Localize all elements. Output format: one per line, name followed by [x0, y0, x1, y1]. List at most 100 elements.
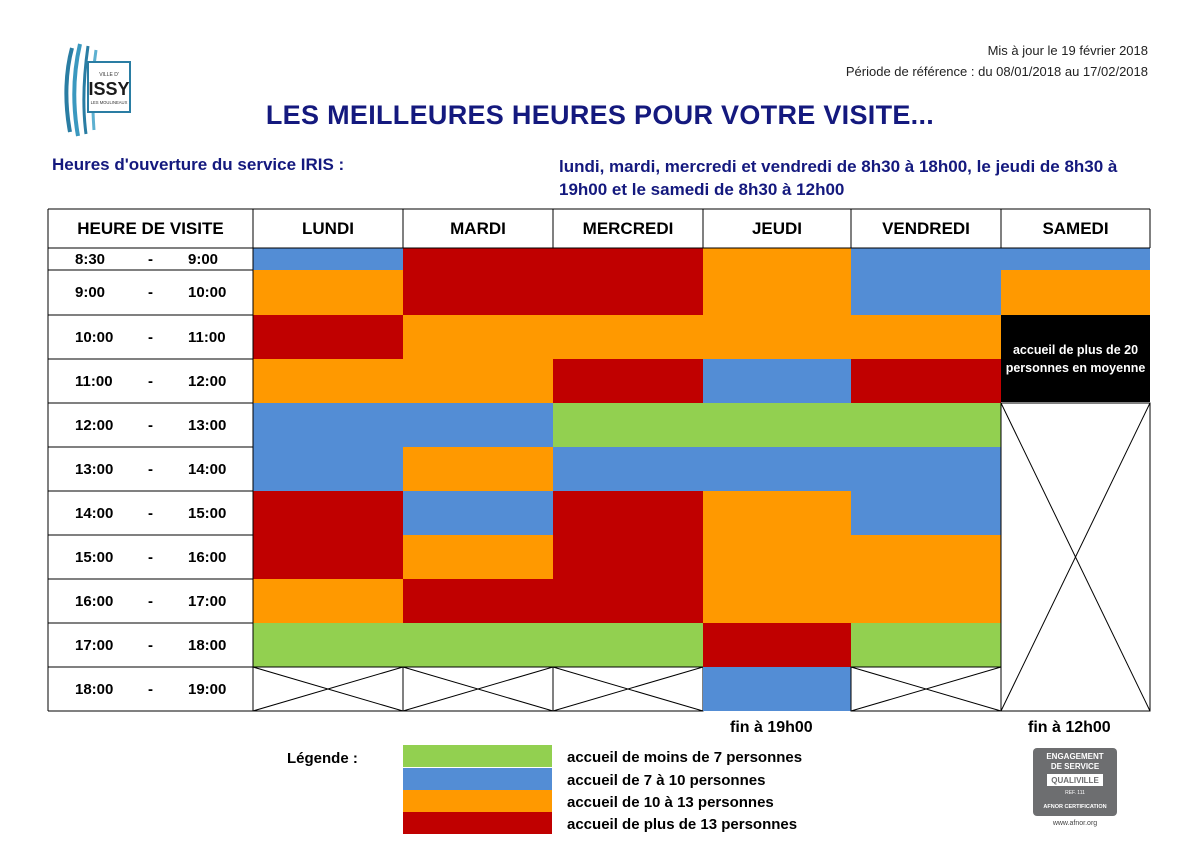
time-row: 13:00 - 14:00: [48, 447, 253, 491]
time-row: 15:00 - 16:00: [48, 535, 253, 579]
slot-lundi-high: [253, 359, 403, 403]
legend-label: accueil de plus de 13 personnes: [567, 816, 798, 833]
slot-mardi-medium: [403, 491, 553, 535]
time-sep: -: [148, 504, 153, 522]
slot-vendredi-low: [851, 403, 1001, 447]
time-start: 8:30: [75, 250, 106, 268]
slot-samedi-high: [1001, 270, 1150, 315]
closed-cross-line: [552, 666, 704, 712]
logo-text-top: VILLE D': [99, 72, 119, 78]
slot-mercredi-medium: [553, 447, 703, 491]
time-start: 17:00: [75, 636, 114, 654]
slot-jeudi-very-high: [703, 623, 851, 667]
header-time: HEURE DE VISITE: [77, 218, 224, 238]
slot-mercredi-very-high: [553, 491, 703, 623]
time-start: 18:00: [75, 680, 114, 698]
time-end: 18:00: [188, 636, 227, 654]
time-end: 10:00: [188, 284, 227, 301]
time-end: 9:00: [188, 250, 219, 268]
slot-vendredi-very-high: [851, 359, 1001, 403]
header-day-jeudi: JEUDI: [751, 218, 803, 238]
slot-lundi-high: [253, 270, 403, 315]
opening-hours-label: Heures d'ouverture du service IRIS :: [52, 155, 345, 174]
legend-title: Légende :: [287, 750, 358, 767]
slot-jeudi-medium: [703, 667, 851, 711]
time-row: 18:00 - 19:00: [48, 667, 253, 711]
slot-lundi-low: [253, 623, 403, 667]
slot-mardi-very-high: [403, 579, 553, 623]
badge-line3: QUALIVILLE: [1051, 776, 1099, 785]
legend-swatch-very-high: [403, 812, 552, 834]
time-sep: -: [148, 680, 153, 698]
time-row: 14:00 - 15:00: [48, 491, 253, 535]
closed-cross-line: [1000, 402, 1151, 712]
slot-mardi-high: [403, 315, 553, 403]
slot-vendredi-low: [851, 623, 1001, 667]
time-end: 17:00: [188, 592, 227, 610]
slot-jeudi-high: [703, 248, 851, 359]
time-end: 19:00: [188, 680, 227, 698]
closed-slot: [1000, 402, 1151, 712]
legend-label: accueil de 10 à 13 personnes: [567, 794, 774, 811]
legend-label: accueil de 7 à 10 personnes: [567, 772, 766, 789]
time-start: 13:00: [75, 460, 114, 478]
logo-text-sub: LES MOULINEAUX: [91, 100, 128, 105]
time-start: 10:00: [75, 328, 114, 346]
slot-vendredi-medium: [851, 447, 1001, 535]
slot-jeudi-high: [703, 491, 851, 623]
slot-lundi-medium: [253, 403, 403, 491]
logo-text-main: ISSY: [88, 79, 129, 99]
header-day-vendredi: VENDREDI: [882, 218, 970, 238]
badge-line1: ENGAGEMENT: [1046, 752, 1103, 761]
time-sep: -: [148, 592, 153, 610]
slot-samedi-medium: [1001, 248, 1150, 270]
time-sep: -: [148, 548, 153, 566]
slot-mercredi-high: [553, 315, 703, 359]
reference-period: Période de référence : du 08/01/2018 au …: [845, 64, 1148, 79]
slot-vendredi-high: [851, 315, 1001, 359]
time-row: 12:00 - 13:00: [48, 403, 253, 447]
time-sep: -: [148, 328, 153, 346]
time-start: 12:00: [75, 416, 114, 434]
time-sep: -: [148, 636, 153, 654]
time-sep: -: [148, 460, 153, 478]
badge-line4: REF. 111: [1065, 790, 1085, 796]
time-start: 15:00: [75, 548, 114, 566]
legend-label: accueil de moins de 7 personnes: [567, 749, 803, 766]
slot-mercredi-low: [553, 403, 703, 447]
slot-lundi-high: [253, 579, 403, 623]
slot-vendredi-medium: [851, 248, 1001, 315]
qualiville-badge: ENGAGEMENT DE SERVICE QUALIVILLE REF. 11…: [1033, 748, 1117, 827]
slot-mardi-low: [403, 623, 553, 667]
slot-jeudi-medium: [703, 447, 851, 491]
header-day-mercredi: MERCREDI: [582, 218, 674, 238]
closed-cross-line: [850, 666, 1002, 712]
badge-line2: DE SERVICE: [1051, 762, 1100, 771]
time-sep: -: [148, 284, 153, 301]
time-row: 8:30 - 9:00: [48, 248, 253, 270]
legend-swatch-high: [403, 790, 552, 812]
header-day-samedi: SAMEDI: [1042, 218, 1109, 238]
time-end: 13:00: [188, 416, 227, 434]
slot-lundi-medium: [253, 248, 403, 270]
slot-lundi-very-high: [253, 315, 403, 359]
time-end: 12:00: [188, 372, 227, 390]
badge-line5: AFNOR CERTIFICATION: [1043, 804, 1106, 810]
update-date: Mis à jour le 19 février 2018: [987, 43, 1148, 58]
time-sep: -: [148, 372, 153, 390]
closed-cross-line: [252, 666, 404, 712]
time-row: 10:00 - 11:00: [48, 315, 253, 359]
time-start: 9:00: [75, 284, 106, 301]
time-start: 11:00: [75, 372, 113, 390]
saturday-note: accueil de plus de 20 personnes en moyen…: [1001, 315, 1150, 402]
badge-url: www.afnor.org: [1052, 820, 1097, 827]
header-day-lundi: LUNDI: [302, 218, 354, 238]
slot-mardi-high: [403, 447, 553, 491]
time-sep: -: [148, 416, 153, 434]
time-row: 9:00 - 10:00: [48, 270, 253, 315]
closed-cross-line: [402, 666, 554, 712]
time-row: 11:00 - 12:00: [48, 359, 253, 403]
time-end: 16:00: [188, 548, 227, 566]
time-sep: -: [148, 250, 153, 268]
